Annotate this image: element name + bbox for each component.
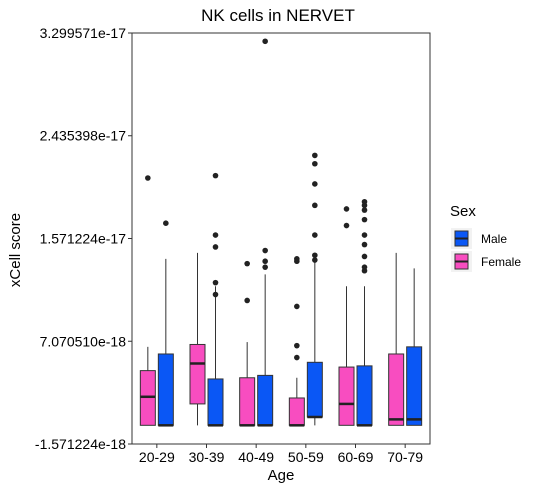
outlier-point: [312, 257, 318, 263]
y-tick-label: -1.571224e-18: [35, 436, 126, 452]
x-tick-label: 20-29: [139, 449, 175, 465]
box-body: [306, 361, 323, 418]
outlier-point: [361, 207, 368, 213]
box-female-70-79: [388, 252, 405, 426]
outlier-point: [312, 181, 318, 187]
box-male-30-39: [207, 172, 224, 427]
box-body: [338, 366, 355, 426]
box-female-50-59: [288, 256, 305, 427]
outlier-point: [294, 258, 300, 265]
box-body: [388, 353, 405, 426]
outlier-point: [361, 232, 368, 238]
outlier-point: [361, 241, 368, 248]
outlier-point: [343, 206, 350, 212]
box-female-40-49: [239, 260, 256, 427]
outlier-point: [262, 247, 268, 254]
box-body: [288, 397, 305, 426]
outlier-point: [212, 172, 219, 179]
outlier-point: [312, 252, 318, 259]
y-axis: -1.571224e-18 7.070510e-18 1.571224e-17 2.4…: [35, 25, 132, 452]
outlier-point: [361, 202, 368, 209]
outlier-point: [294, 342, 300, 349]
box-male-70-79: [406, 268, 423, 426]
box-body: [257, 374, 274, 426]
x-tick-label: 60-69: [338, 449, 374, 465]
legend: Sex Male Female: [450, 203, 521, 272]
box-body: [207, 378, 224, 426]
x-axis-title: Age: [268, 467, 295, 484]
box-female-20-29: [139, 175, 156, 426]
outlier-point: [361, 216, 368, 223]
outlier-point: [212, 244, 219, 250]
outlier-point: [312, 152, 318, 159]
outlier-point: [163, 220, 169, 226]
outlier-point: [244, 260, 250, 267]
y-tick-label: 3.299571e-17: [40, 25, 127, 41]
x-tick-label: 50-59: [288, 449, 324, 465]
outlier-point: [212, 279, 219, 286]
legend-title: Sex: [450, 203, 476, 220]
plot-panel: [131, 32, 431, 445]
box-body: [356, 365, 373, 426]
outlier-point: [312, 160, 318, 167]
box-body: [406, 346, 423, 426]
outlier-point: [294, 303, 300, 310]
y-tick-label: 2.435398e-17: [40, 128, 127, 144]
box-male-20-29: [157, 220, 174, 427]
outlier-point: [361, 267, 368, 274]
box-body: [239, 377, 256, 426]
chart-title: NK cells in NERVET: [201, 6, 355, 25]
x-tick-label: 70-79: [387, 449, 423, 465]
box-male-60-69: [356, 198, 373, 427]
outlier-point: [262, 38, 268, 45]
outlier-point: [262, 264, 268, 270]
outlier-point: [212, 291, 219, 298]
x-tick-label: 40-49: [238, 449, 274, 465]
box-body: [189, 343, 206, 405]
x-tick-label: 30-39: [189, 449, 225, 465]
outlier-point: [312, 232, 318, 238]
outlier-point: [145, 175, 151, 181]
outlier-point: [212, 232, 219, 238]
outlier-point: [312, 202, 318, 209]
boxes-layer: [139, 38, 423, 427]
box-female-30-39: [189, 252, 206, 426]
box-body: [157, 353, 174, 426]
outlier-point: [244, 297, 250, 304]
outlier-point: [262, 258, 268, 265]
y-axis-title: xCell score: [7, 213, 24, 287]
outlier-point: [294, 354, 300, 361]
y-tick-label: 7.070510e-18: [40, 333, 127, 349]
legend-label: Female: [481, 255, 521, 269]
y-tick-label: 1.571224e-17: [40, 231, 127, 247]
box-male-50-59: [306, 152, 323, 426]
legend-label: Male: [481, 232, 507, 246]
box-female-60-69: [338, 206, 355, 426]
box-male-40-49: [257, 38, 274, 427]
x-axis: 20-29 30-39 40-49 50-59 60-69 70-79: [139, 444, 423, 465]
outlier-point: [361, 253, 368, 260]
outlier-point: [343, 222, 350, 229]
